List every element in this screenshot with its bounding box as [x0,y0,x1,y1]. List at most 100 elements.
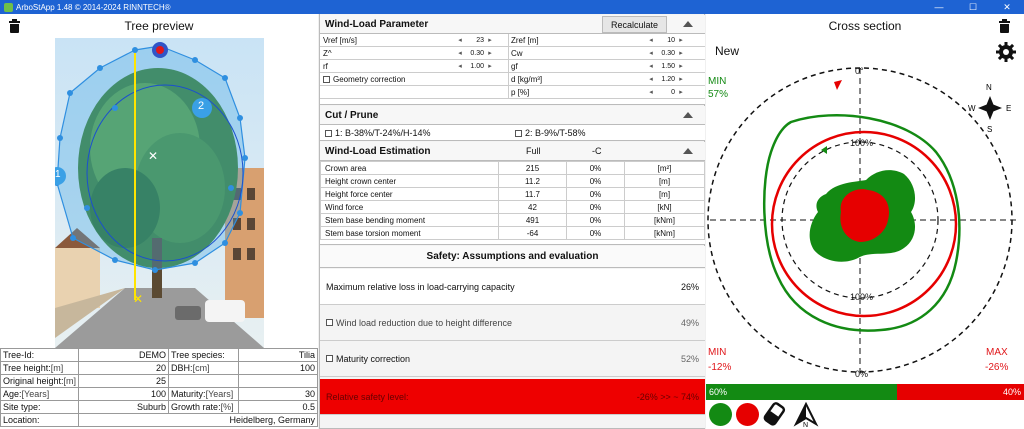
trash-icon[interactable] [999,19,1010,33]
estimation-row-unit: [kNm] [624,226,705,240]
zref-stepper[interactable]: ◂ 10 ▸ [647,34,685,46]
estimation-row-full: 491 [498,213,567,227]
gf-value[interactable]: 1.50 [661,62,675,70]
estimation-row-c: 0% [566,161,625,175]
decrease-icon[interactable]: ◂ [649,50,653,57]
decrease-icon[interactable]: ◂ [649,37,653,44]
d-label: d [kg/m³] [511,74,543,84]
red-layer-button[interactable] [736,403,759,426]
increase-icon[interactable]: ▸ [679,89,683,96]
collapse-caret-icon[interactable] [683,112,693,118]
increase-icon[interactable]: ▸ [488,50,492,57]
ring-100-bottom-label: 100% [850,292,873,302]
estimation-row-full: 11.2 [498,174,567,188]
checkbox-icon[interactable] [515,130,522,137]
orig-height-unit: [m] [63,376,77,386]
z-value[interactable]: 0.30 [470,49,484,57]
maturity-correction-row[interactable]: Maturity correction 52% [320,341,705,377]
estimation-row: Stem base torsion moment -64 0% [kNm] [320,226,705,240]
max-loss-label: Maximum relative loss in load-carrying c… [326,281,515,292]
increase-icon[interactable]: ▸ [679,76,683,83]
north-arrow-icon[interactable]: N [793,401,819,428]
gf-stepper[interactable]: ◂ 1.50 ▸ [647,60,685,72]
increase-icon[interactable]: ▸ [679,50,683,57]
new-label[interactable]: New [715,44,740,58]
cw-value[interactable]: 0.30 [661,49,675,57]
rf-stepper[interactable]: ◂ 1.00 ▸ [456,60,494,72]
decrease-icon[interactable]: ◂ [458,63,462,70]
checkbox-icon[interactable] [326,355,333,362]
age-value: 100 [151,389,167,399]
svg-text:✕: ✕ [133,292,143,306]
maturity-correction-value: 52% [680,353,699,364]
tree-photo[interactable]: ✕ ✕ 2 1 [55,38,264,348]
cut-option-1[interactable]: 1: B-38%/T-24%/H-14% [325,128,515,138]
estimation-row: Wind force 42 0% [kN] [320,200,705,214]
checkbox-icon[interactable] [326,319,333,326]
top-zero-label: 0° [855,66,864,76]
vref-label: Vref [m/s] [323,35,357,45]
wind-reduction-row[interactable]: Wind load reduction due to height differ… [320,305,705,341]
safety-bar-red-label: 40% [1002,387,1021,397]
estimation-row-name: Crown area [320,161,499,175]
cross-section-plot[interactable]: 0° 0% 100% 100% N S E W [706,62,1024,384]
windload-parameter-title: Wind-Load Parameter [325,18,429,30]
windload-parameter-header: Wind-Load Parameter Recalculate [320,15,705,34]
checkbox-icon[interactable] [323,75,330,83]
recalculate-label: Recalculate [610,19,659,30]
increase-icon[interactable]: ▸ [488,63,492,70]
zref-value[interactable]: 10 [667,36,675,44]
decrease-icon[interactable]: ◂ [649,63,653,70]
d-stepper[interactable]: ◂ 1.20 ▸ [647,73,685,85]
cross-section-header: Cross section [706,14,1024,38]
maximize-button[interactable]: ☐ [968,2,978,12]
safety-ratio-bar: 60% 40% [706,384,1024,400]
gear-icon[interactable] [996,42,1016,62]
crown-marker-2[interactable]: 2 [198,100,205,112]
increase-icon[interactable]: ▸ [679,37,683,44]
collapse-caret-icon[interactable] [683,21,693,27]
estimation-row-full: 215 [498,161,567,175]
checkbox-icon[interactable] [325,130,332,137]
eraser-icon[interactable] [763,401,789,428]
estimation-row: Height crown center 11.2 0% [m] [320,174,705,188]
p-stepper[interactable]: ◂ 0 ▸ [647,86,685,98]
increase-icon[interactable]: ▸ [488,37,492,44]
maturity-label: Maturity: [171,389,206,399]
decrease-icon[interactable]: ◂ [649,76,653,83]
height-unit: [m] [50,363,64,373]
max-loss-row: Maximum relative loss in load-carrying c… [320,269,705,305]
recalculate-button[interactable]: Recalculate [602,16,667,33]
estimation-row-c: 0% [566,187,625,201]
d-value[interactable]: 1.20 [661,75,675,83]
column-full-header: Full [526,146,541,156]
estimation-row-full: 11.7 [498,187,567,201]
collapse-caret-icon[interactable] [683,148,693,154]
trash-icon[interactable] [9,19,20,33]
parameter-panel: Wind-Load Parameter Recalculate Vref [m/… [319,14,705,429]
green-layer-button[interactable] [709,403,732,426]
north-arrow-label: N [803,422,808,428]
min-bottom-label: MIN [708,347,727,358]
vref-stepper[interactable]: ◂ 23 ▸ [456,34,494,46]
z-stepper[interactable]: ◂ 0.30 ▸ [456,47,494,59]
decrease-icon[interactable]: ◂ [458,37,462,44]
cut-prune-header: Cut / Prune [320,106,705,125]
estimation-row-name: Stem base torsion moment [320,226,499,240]
cw-stepper[interactable]: ◂ 0.30 ▸ [647,47,685,59]
tree-id-label: Tree-Id: [3,350,35,360]
increase-icon[interactable]: ▸ [679,63,683,70]
min-top-value: 57% [708,89,729,100]
growth-label: Growth rate: [171,402,221,412]
decrease-icon[interactable]: ◂ [458,50,462,57]
crown-marker-1[interactable]: 1 [55,169,61,180]
rf-value[interactable]: 1.00 [470,62,484,70]
geometry-correction-checkbox[interactable]: Geometry correction [323,73,405,85]
decrease-icon[interactable]: ◂ [649,89,653,96]
p-value[interactable]: 0 [671,88,675,96]
vref-value[interactable]: 23 [476,36,484,44]
cut-option-2[interactable]: 2: B-9%/T-58% [515,128,586,138]
orig-height-value: 25 [156,376,167,386]
close-button[interactable]: ✕ [1003,2,1011,12]
minimize-button[interactable]: — [934,2,944,12]
